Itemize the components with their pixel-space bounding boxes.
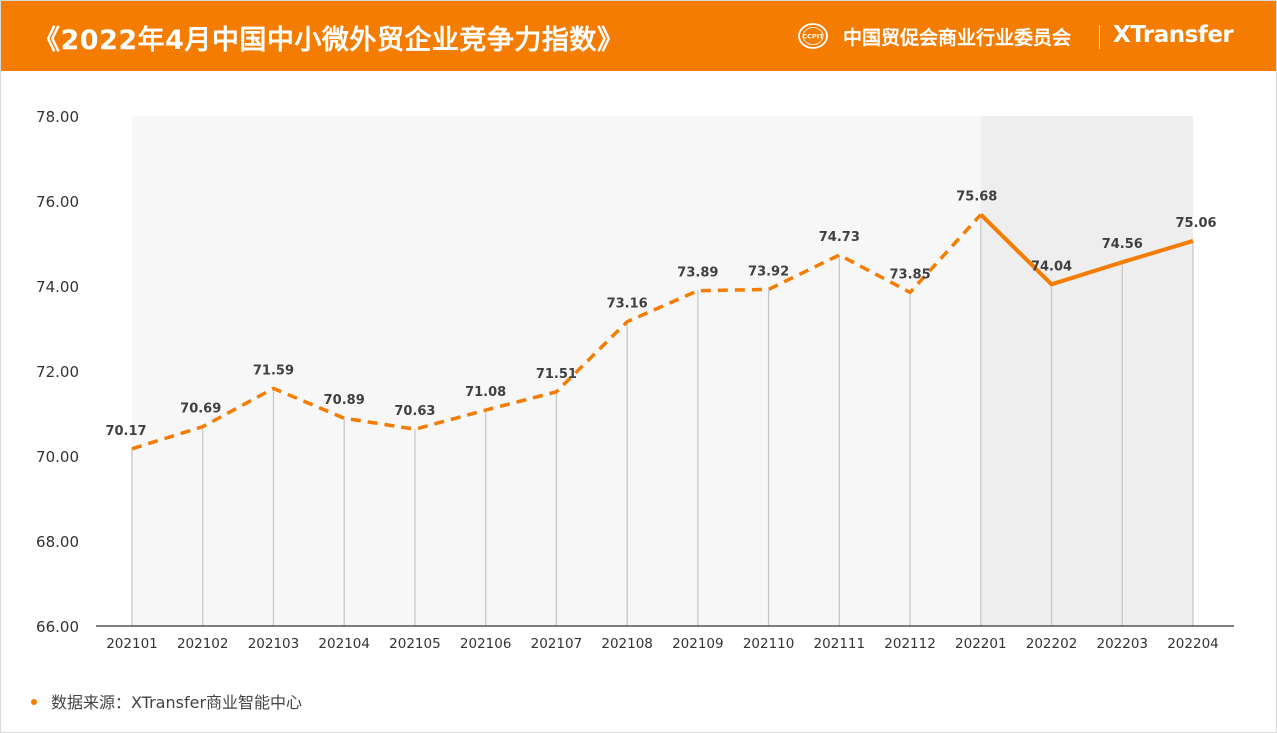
logo-text: CCPIT bbox=[802, 33, 824, 41]
data-label: 71.59 bbox=[253, 363, 294, 378]
data-label: 73.92 bbox=[748, 264, 789, 279]
header-divider bbox=[1099, 25, 1100, 49]
series-line-solid bbox=[979, 213, 1194, 287]
data-label: 70.63 bbox=[394, 404, 435, 419]
y-tick-label: 68.00 bbox=[36, 533, 79, 551]
x-tick-label: 202108 bbox=[601, 636, 653, 652]
data-label: 71.51 bbox=[536, 367, 577, 382]
x-tick-label: 202106 bbox=[460, 636, 512, 652]
x-tick-label: 202201 bbox=[955, 636, 1007, 652]
source-note: 数据来源：XTransfer商业智能中心 bbox=[31, 689, 302, 713]
highlight-band bbox=[980, 116, 1193, 626]
line-chart: 66.00 68.00 70.00 72.00 74.00 76.00 78.00 20210… bbox=[36, 108, 1234, 652]
data-label: 70.69 bbox=[180, 402, 221, 417]
x-tick-label: 202203 bbox=[1096, 636, 1148, 652]
x-tick-label: 202105 bbox=[389, 636, 441, 652]
bullet-dot-icon bbox=[31, 698, 37, 705]
x-tick-label: 202107 bbox=[531, 636, 583, 652]
x-tick-label: 202204 bbox=[1167, 636, 1219, 652]
data-label: 71.08 bbox=[465, 385, 506, 400]
x-tick-label: 202103 bbox=[248, 636, 300, 652]
data-label: 74.56 bbox=[1102, 237, 1143, 252]
x-tick-label: 202109 bbox=[672, 636, 724, 652]
x-tick-label: 202104 bbox=[318, 636, 370, 652]
y-tick-label: 66.00 bbox=[36, 618, 79, 636]
brand-logo: XTransfer bbox=[1113, 22, 1234, 48]
series-line-dashed bbox=[131, 213, 983, 451]
data-label: 73.89 bbox=[677, 266, 718, 281]
x-tick-label: 202111 bbox=[814, 636, 866, 652]
data-label: 74.04 bbox=[1031, 259, 1072, 274]
data-label: 75.06 bbox=[1175, 216, 1216, 231]
data-label: 75.68 bbox=[956, 190, 997, 205]
y-tick-label: 70.00 bbox=[36, 448, 79, 466]
org-name: 中国贸促会商业行业委员会 bbox=[843, 27, 1072, 49]
y-tick-label: 78.00 bbox=[36, 108, 79, 126]
y-tick-label: 74.00 bbox=[36, 278, 79, 296]
y-tick-label: 76.00 bbox=[36, 193, 79, 211]
x-tick-label: 202110 bbox=[743, 636, 795, 652]
y-tick-label: 72.00 bbox=[36, 363, 79, 381]
page-title: 《2022年4月中国中小微外贸企业竞争力指数》 bbox=[33, 25, 625, 56]
data-label: 70.89 bbox=[324, 393, 365, 408]
data-label: 73.16 bbox=[607, 297, 648, 312]
ccpit-logo-icon: CCPIT bbox=[798, 23, 828, 49]
x-tick-label: 202102 bbox=[177, 636, 229, 652]
x-tick-label: 202101 bbox=[106, 636, 158, 652]
data-label: 74.73 bbox=[819, 230, 860, 245]
data-label: 73.85 bbox=[890, 267, 931, 282]
x-tick-label: 202202 bbox=[1026, 636, 1078, 652]
header-bar: 《2022年4月中国中小微外贸企业竞争力指数》 CCPIT 中国贸促会商业行业委… bbox=[1, 1, 1276, 71]
source-text: 数据来源：XTransfer商业智能中心 bbox=[51, 693, 303, 712]
x-tick-label: 202112 bbox=[884, 636, 936, 652]
data-label: 70.17 bbox=[105, 424, 146, 439]
